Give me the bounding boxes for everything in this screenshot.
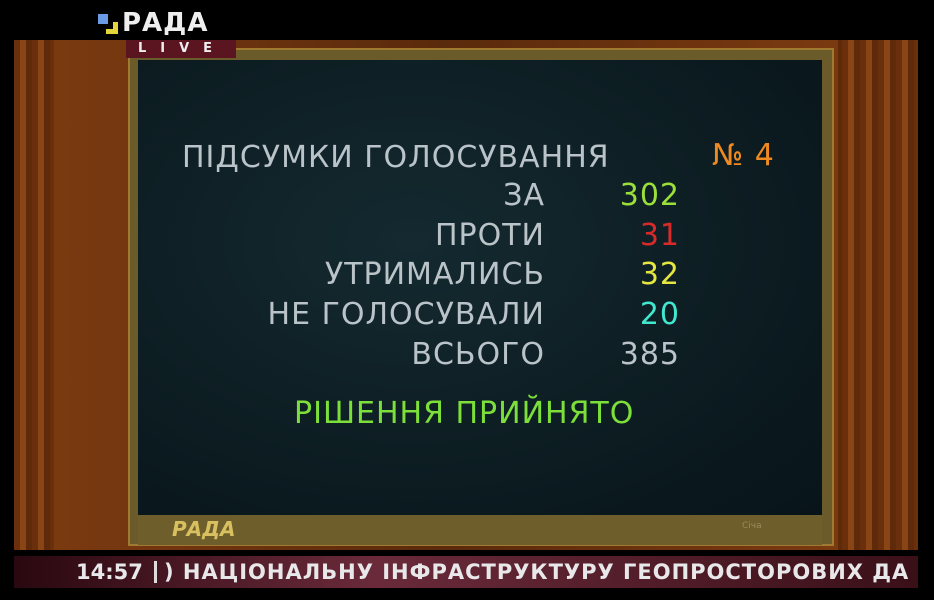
ticker-divider [154, 561, 157, 583]
row-value-total: 385 [619, 337, 680, 372]
channel-logo: РАДА [122, 8, 209, 38]
row-value-against: 31 [639, 218, 680, 253]
board-footer-logo: РАДА [172, 517, 236, 541]
board-footer [138, 515, 822, 545]
row-value-abstained: 32 [639, 257, 680, 292]
board-footer-sign: Січа [742, 521, 762, 531]
logo-blue-square [98, 14, 108, 24]
row-label-abstained: УТРИМАЛИСЬ [324, 257, 545, 292]
board-title: ПІДСУМКИ ГОЛОСУВАННЯ [182, 140, 610, 175]
row-label-total: ВСЬОГО [411, 337, 545, 372]
vote-number: № 4 [712, 138, 775, 173]
row-value-for: 302 [619, 178, 680, 213]
live-badge: LIVE [126, 40, 236, 58]
row-label-for: ЗА [503, 178, 545, 213]
voting-board [138, 60, 822, 515]
row-label-not-voted: НЕ ГОЛОСУВАЛИ [267, 297, 545, 332]
row-label-against: ПРОТИ [434, 218, 545, 253]
news-ticker: 14:57 ) НАЦІОНАЛЬНУ ІНФРАСТРУКТУРУ ГЕОПР… [14, 556, 918, 588]
ticker-headline: ) НАЦІОНАЛЬНУ ІНФРАСТРУКТУРУ ГЕОПРОСТОРО… [164, 560, 910, 584]
ticker-time: 14:57 [76, 560, 143, 584]
row-value-not-voted: 20 [639, 297, 680, 332]
result-text: РІШЕННЯ ПРИЙНЯТО [294, 396, 635, 431]
logo-yellow-corner [106, 22, 118, 34]
